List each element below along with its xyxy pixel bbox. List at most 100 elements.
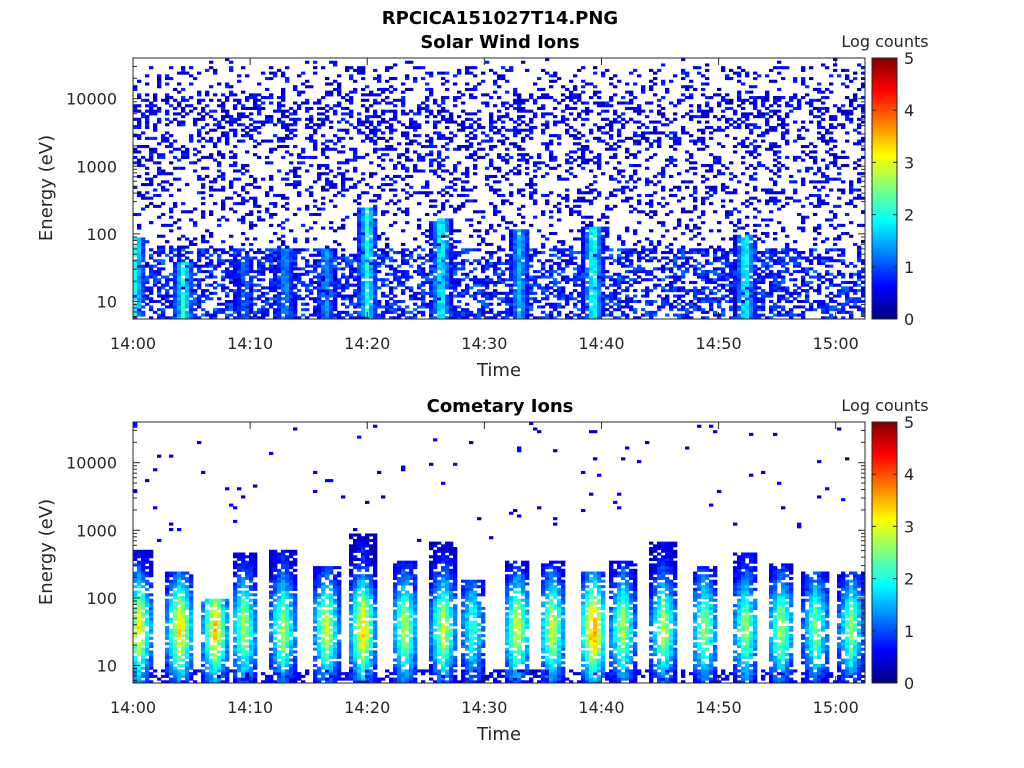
heatmap-cell (521, 261, 526, 265)
heatmap-cell (237, 283, 242, 287)
heatmap-cell (521, 289, 526, 293)
heatmap-cell (461, 316, 466, 320)
heatmap-cell (581, 242, 586, 246)
heatmap-cell (489, 96, 494, 100)
heatmap-cell (401, 299, 406, 304)
heatmap-cell (685, 226, 690, 230)
heatmap-cell (277, 169, 282, 173)
heatmap-cell (225, 109, 230, 113)
heatmap-cell (381, 251, 386, 255)
heatmap-cell (337, 286, 342, 290)
heatmap-cell (233, 256, 238, 260)
heatmap-cell (133, 308, 138, 312)
heatmap-cell (645, 313, 650, 317)
heatmap-cell (617, 169, 622, 173)
heatmap-cell (545, 112, 550, 116)
heatmap-cell (585, 139, 590, 143)
heatmap-cell (173, 204, 178, 208)
heatmap-cell (257, 272, 262, 276)
heatmap-cell (337, 161, 342, 165)
heatmap-cell (581, 302, 586, 306)
heatmap-cell (145, 166, 150, 170)
heatmap-cell (525, 259, 530, 263)
heatmap-cell (513, 237, 518, 241)
heatmap-cell (569, 150, 574, 154)
heatmap-cell (501, 115, 506, 119)
heatmap-cell (581, 237, 586, 241)
heatmap-cell (161, 134, 166, 138)
heatmap-cell (181, 66, 186, 70)
heatmap-cell (441, 164, 446, 168)
heatmap-cell (237, 270, 242, 274)
heatmap-cell (605, 256, 610, 260)
heatmap-cell (389, 123, 394, 127)
heatmap-cell (609, 82, 614, 86)
heatmap-cell (281, 226, 286, 230)
heatmap-cell (161, 286, 166, 290)
heatmap-cell (445, 117, 450, 121)
heatmap-cell (341, 253, 346, 257)
heatmap-cell (369, 242, 374, 246)
heatmap-cell (417, 134, 422, 138)
heatmap-cell (337, 283, 342, 287)
heatmap-cell (677, 101, 682, 105)
heatmap-cell (181, 316, 186, 320)
heatmap-cell (177, 310, 182, 314)
heatmap-cell (233, 302, 238, 306)
heatmap-cell (513, 302, 518, 306)
heatmap-cell (369, 229, 374, 233)
heatmap-cell (277, 104, 282, 108)
heatmap-cell (245, 115, 250, 119)
heatmap-cell (477, 221, 482, 225)
heatmap-cell (641, 289, 646, 293)
heatmap-cell (229, 253, 234, 257)
heatmap-cell (653, 299, 658, 304)
heatmap-cell (241, 248, 246, 252)
heatmap-cell (605, 308, 610, 312)
heatmap-cell (157, 261, 162, 265)
heatmap-cell (621, 310, 626, 314)
heatmap-cell (525, 283, 530, 287)
heatmap-cell (485, 294, 490, 298)
heatmap-cell (389, 66, 394, 70)
heatmap-cell (137, 109, 142, 113)
heatmap-cell (237, 123, 242, 127)
heatmap-cell (425, 272, 430, 276)
heatmap-cell (633, 242, 638, 246)
heatmap-cell (277, 145, 282, 149)
heatmap-cell (157, 267, 162, 271)
heatmap-cell (557, 261, 562, 265)
heatmap-cell (609, 275, 614, 279)
heatmap-cell (221, 204, 226, 208)
heatmap-cell (441, 177, 446, 181)
heatmap-cell (645, 291, 650, 295)
heatmap-cell (617, 297, 622, 301)
heatmap-cell (181, 253, 186, 257)
heatmap-cell (177, 294, 182, 298)
heatmap-cell (465, 272, 470, 276)
heatmap-cell (545, 58, 550, 62)
heatmap-cell (333, 109, 338, 113)
heatmap-cell (205, 297, 210, 301)
heatmap-cell (429, 204, 434, 208)
heatmap-cell (321, 299, 326, 304)
heatmap-cell (273, 109, 278, 113)
heatmap-cell (505, 253, 510, 257)
heatmap-cell (161, 248, 166, 252)
heatmap-cell (409, 251, 414, 255)
heatmap-cell (529, 289, 534, 293)
heatmap-cell (509, 240, 514, 244)
heatmap-cell (449, 185, 454, 189)
heatmap-cell (529, 259, 534, 263)
heatmap-cell (629, 264, 634, 268)
heatmap-cell (293, 169, 298, 173)
heatmap-cell (149, 101, 154, 105)
heatmap-cell (469, 261, 474, 265)
heatmap-cell (577, 204, 582, 208)
heatmap-cell (341, 183, 346, 187)
heatmap-cell (157, 234, 162, 238)
heatmap-cell (409, 185, 414, 189)
heatmap-cell (381, 310, 386, 314)
heatmap-cell (393, 275, 398, 279)
heatmap-cell (569, 256, 574, 260)
